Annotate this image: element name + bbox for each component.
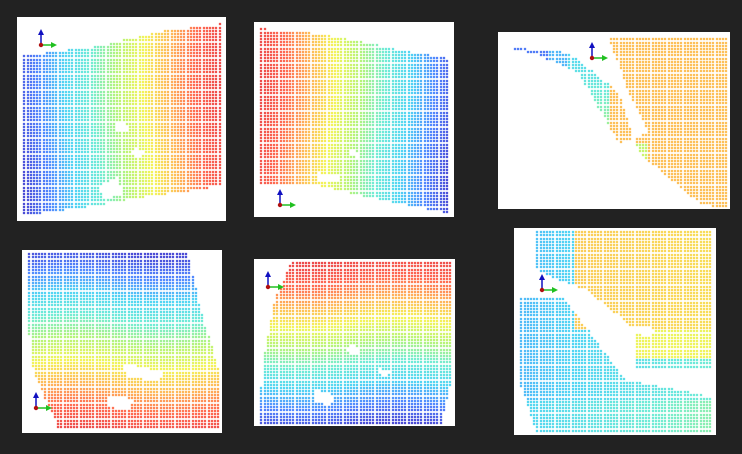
panel-2 xyxy=(254,22,454,217)
point-cloud xyxy=(498,32,730,209)
point-cloud xyxy=(22,250,222,433)
axes-triad-icon xyxy=(586,40,612,66)
point-cloud xyxy=(17,17,226,221)
axes-triad-icon xyxy=(262,269,288,295)
axes-triad-icon xyxy=(274,187,300,213)
point-cloud xyxy=(514,228,716,435)
panel-4 xyxy=(22,250,222,433)
axes-triad-icon xyxy=(30,390,56,416)
panel-1 xyxy=(17,17,226,221)
panel-3 xyxy=(498,32,730,209)
panel-5 xyxy=(254,259,455,426)
axes-triad-icon xyxy=(536,272,562,298)
point-cloud xyxy=(254,259,455,426)
point-cloud xyxy=(254,22,454,217)
axes-triad-icon xyxy=(35,27,61,53)
panel-6 xyxy=(514,228,716,435)
